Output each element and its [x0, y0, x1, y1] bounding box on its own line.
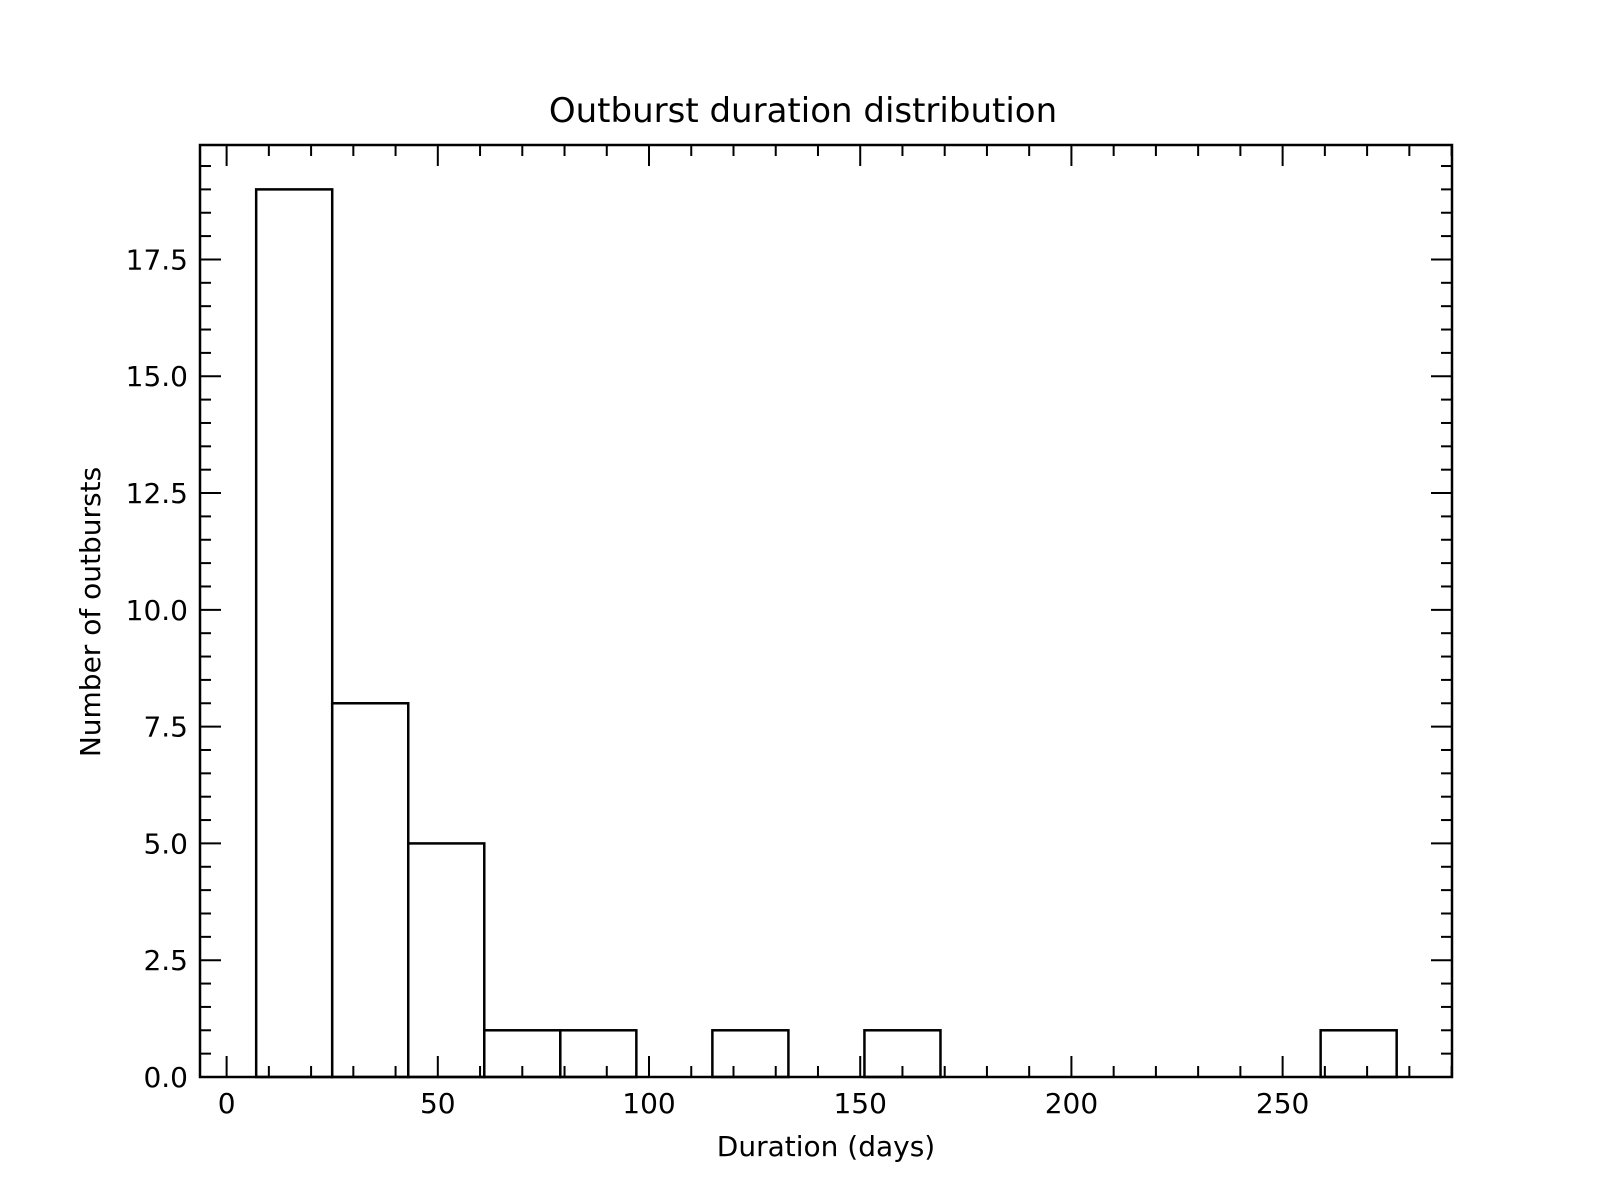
chart-title: Outburst duration distribution [549, 91, 1057, 131]
x-tick-label: 150 [833, 1087, 886, 1120]
x-tick-label: 100 [622, 1087, 675, 1120]
x-axis-label: Duration (days) [717, 1130, 935, 1163]
histogram-bar-2 [406, 842, 486, 1079]
histogram-bar-4 [559, 1029, 638, 1079]
x-tick-label: 250 [1256, 1087, 1309, 1120]
y-axis-label: Number of outbursts [74, 467, 107, 757]
histogram-bar-0 [254, 188, 334, 1079]
histogram-bar-1 [330, 702, 410, 1079]
y-tick-label: 5.0 [143, 827, 188, 860]
y-tick-label: 12.5 [126, 477, 188, 510]
histogram-bar-14 [1319, 1029, 1398, 1079]
y-tick-label: 0.0 [143, 1061, 188, 1094]
x-tick-label: 0 [218, 1087, 236, 1120]
x-tick-label: 200 [1045, 1087, 1098, 1120]
ticks-group: 0 50 100 150 200 250 0.0 2.5 5.0 7.5 10.0 12.5 15.0 1… [126, 145, 1453, 1120]
x-tick-label: 50 [420, 1087, 456, 1120]
y-tick-label: 17.5 [126, 243, 188, 276]
plot-frame [198, 143, 1454, 1079]
y-tick-label: 15.0 [126, 360, 188, 393]
bars-group [254, 188, 1398, 1079]
histogram-bar-6 [711, 1029, 790, 1079]
y-tick-label: 7.5 [143, 711, 188, 744]
y-tick-label: 2.5 [143, 944, 188, 977]
y-tick-label: 10.0 [126, 594, 188, 627]
